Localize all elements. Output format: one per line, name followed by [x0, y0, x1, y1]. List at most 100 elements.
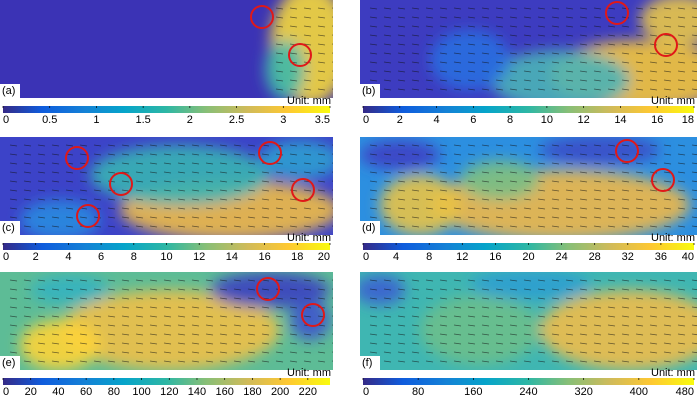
- flow-arrow: [565, 279, 574, 282]
- colorbar-tick-label: 16: [489, 251, 501, 263]
- flow-arrow: [233, 351, 242, 354]
- flow-arrow: [691, 315, 697, 318]
- flow-arrow: [219, 288, 228, 291]
- flow-arrow: [537, 79, 546, 82]
- flow-arrow: [621, 153, 630, 156]
- flow-arrow: [649, 25, 658, 28]
- flow-arrow: [439, 180, 448, 183]
- flow-arrow: [551, 52, 560, 55]
- flow-arrow: [191, 198, 200, 201]
- flow-arrow: [369, 297, 378, 300]
- flow-arrow: [523, 162, 532, 165]
- flow-arrow: [607, 279, 616, 282]
- flow-arrow: [163, 189, 172, 192]
- flow-arrow: [317, 297, 326, 300]
- flow-arrow: [411, 324, 420, 327]
- flow-arrow: [649, 288, 658, 291]
- flow-arrow: [649, 297, 658, 300]
- flow-arrow: [369, 180, 378, 183]
- flow-arrow: [509, 342, 518, 345]
- unit-label: Unit: mm: [287, 367, 331, 379]
- flow-arrow: [205, 180, 214, 183]
- flow-arrow: [303, 315, 312, 318]
- flow-arrow: [149, 225, 158, 228]
- flow-arrow: [439, 315, 448, 318]
- flow-arrow: [411, 189, 420, 192]
- flow-arrow: [261, 333, 270, 336]
- flow-arrow: [425, 144, 434, 147]
- flow-arrow: [369, 79, 378, 82]
- flow-arrow: [317, 279, 326, 282]
- flow-arrow: [425, 162, 434, 165]
- flow-arrow: [9, 198, 18, 201]
- flow-arrow: [411, 52, 420, 55]
- flow-arrow: [233, 342, 242, 345]
- field-blob: [430, 30, 510, 90]
- colorbar-tick-label: 2: [33, 251, 39, 263]
- flow-arrow: [551, 79, 560, 82]
- flow-arrow: [191, 333, 200, 336]
- flow-arrow: [331, 324, 333, 326]
- colorbar-tick-label: 160: [216, 386, 234, 398]
- flow-arrow: [93, 306, 102, 309]
- flow-arrow: [411, 180, 420, 183]
- flow-arrow: [247, 333, 256, 336]
- flow-arrow: [275, 79, 284, 82]
- flow-arrow: [303, 79, 312, 82]
- flow-arrow: [565, 162, 574, 165]
- flow-arrow: [677, 288, 686, 291]
- flow-arrow: [37, 171, 46, 174]
- flow-arrow: [303, 297, 312, 300]
- unit-label: Unit: mm: [287, 232, 331, 244]
- flow-arrow: [691, 52, 697, 55]
- flow-arrow: [593, 162, 602, 165]
- flow-arrow: [677, 207, 686, 210]
- flow-arrow: [691, 279, 697, 282]
- flow-arrow: [593, 52, 602, 55]
- flow-arrow: [275, 207, 284, 210]
- flow-arrow: [691, 207, 697, 210]
- flow-arrow: [135, 153, 144, 156]
- flow-arrow: [275, 7, 284, 10]
- flow-arrow: [593, 70, 602, 73]
- flow-arrow: [677, 351, 686, 354]
- colorbar-tick-label: 20: [318, 251, 330, 263]
- flow-arrow: [509, 70, 518, 73]
- flow-arrow: [495, 25, 504, 28]
- flow-arrow: [691, 342, 697, 345]
- flow-arrow: [317, 52, 326, 55]
- flow-arrow: [523, 342, 532, 345]
- flow-arrow: [509, 88, 518, 91]
- flow-arrow: [439, 7, 448, 10]
- flow-arrow: [663, 153, 672, 156]
- flow-arrow: [135, 144, 144, 147]
- flow-arrow: [439, 207, 448, 210]
- colorbar-tick-label: 0.5: [42, 114, 57, 126]
- flow-arrow: [537, 288, 546, 291]
- flow-arrow: [509, 351, 518, 354]
- flow-arrow: [369, 70, 378, 73]
- flow-arrow: [551, 198, 560, 201]
- flow-arrow: [467, 79, 476, 82]
- flow-arrow: [579, 279, 588, 282]
- flow-arrow: [135, 315, 144, 318]
- colorbar-tick-label: 4: [393, 251, 399, 263]
- flow-arrow: [621, 34, 630, 37]
- flow-arrow: [691, 189, 697, 192]
- flow-arrow: [607, 189, 616, 192]
- flow-arrow: [509, 225, 518, 228]
- flow-arrow: [107, 324, 116, 327]
- flow-arrow: [509, 279, 518, 282]
- flow-arrow: [677, 153, 686, 156]
- flow-arrow: [551, 297, 560, 300]
- flow-arrow: [439, 34, 448, 37]
- flow-arrow: [107, 351, 116, 354]
- flow-arrow: [467, 315, 476, 318]
- flow-arrow: [317, 70, 326, 73]
- flow-arrow: [551, 61, 560, 64]
- flow-arrow: [481, 52, 490, 55]
- flow-arrow: [453, 297, 462, 300]
- flow-arrow: [635, 198, 644, 201]
- flow-arrow: [509, 180, 518, 183]
- heatmap-image: [0, 0, 333, 98]
